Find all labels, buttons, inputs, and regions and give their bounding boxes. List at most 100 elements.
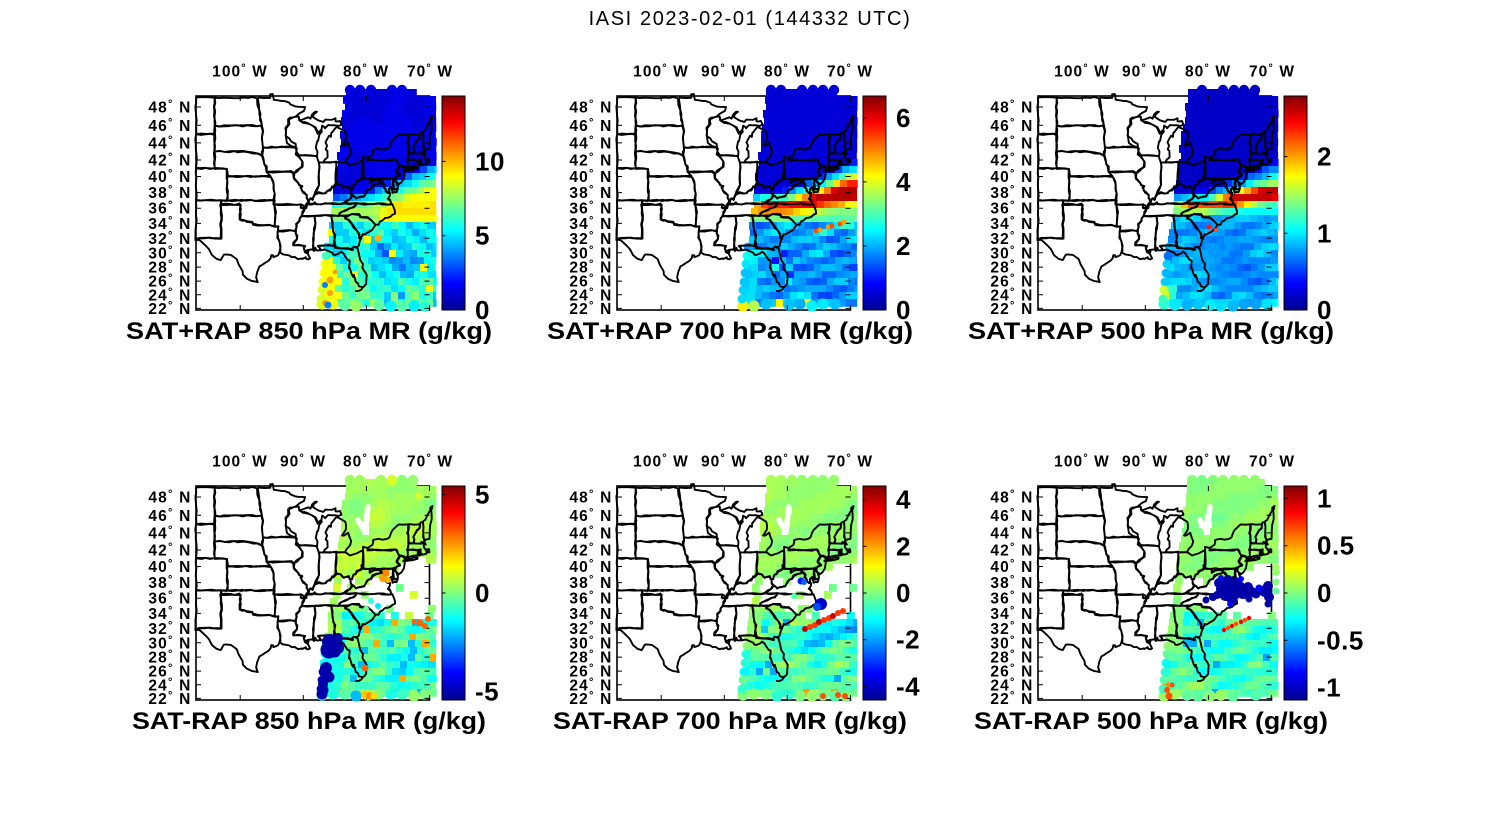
svg-text:1: 1 (1317, 218, 1332, 248)
svg-text:-5: -5 (475, 677, 499, 707)
svg-text:80° W: 80° W (1185, 63, 1231, 81)
svg-text:36° N: 36° N (569, 590, 612, 608)
svg-text:38° N: 38° N (569, 184, 612, 202)
svg-text:100° W: 100° W (212, 453, 268, 471)
svg-text:24° N: 24° N (990, 676, 1033, 694)
svg-text:34° N: 34° N (990, 605, 1033, 623)
svg-text:24° N: 24° N (148, 286, 191, 304)
svg-text:44° N: 44° N (148, 134, 191, 152)
svg-text:-4: -4 (896, 671, 920, 701)
svg-text:42° N: 42° N (148, 152, 191, 170)
svg-text:0: 0 (1317, 578, 1332, 608)
svg-text:70° W: 70° W (407, 63, 453, 81)
svg-text:44° N: 44° N (569, 134, 612, 152)
svg-text:40° N: 40° N (990, 558, 1033, 576)
svg-text:42° N: 42° N (990, 542, 1033, 560)
svg-text:22° N: 22° N (990, 300, 1033, 318)
svg-text:100° W: 100° W (212, 63, 268, 81)
svg-text:100° W: 100° W (633, 453, 689, 471)
svg-text:46° N: 46° N (148, 117, 191, 135)
svg-text:4: 4 (896, 167, 911, 197)
svg-text:30° N: 30° N (569, 244, 612, 262)
svg-text:40° N: 40° N (569, 168, 612, 186)
svg-text:-0.5: -0.5 (1317, 625, 1364, 655)
svg-text:6: 6 (896, 103, 911, 133)
svg-text:0: 0 (1317, 295, 1332, 325)
svg-text:40° N: 40° N (148, 168, 191, 186)
svg-text:22° N: 22° N (569, 300, 612, 318)
svg-text:90° W: 90° W (1122, 453, 1168, 471)
svg-text:34° N: 34° N (148, 605, 191, 623)
svg-text:40° N: 40° N (148, 558, 191, 576)
svg-text:22° N: 22° N (569, 690, 612, 708)
svg-text:46° N: 46° N (990, 117, 1033, 135)
svg-text:90° W: 90° W (280, 63, 326, 81)
svg-text:24° N: 24° N (148, 676, 191, 694)
svg-text:-1: -1 (1317, 673, 1341, 703)
svg-text:46° N: 46° N (569, 117, 612, 135)
svg-text:42° N: 42° N (990, 152, 1033, 170)
svg-text:80° W: 80° W (764, 63, 810, 81)
svg-text:36° N: 36° N (569, 200, 612, 218)
svg-text:42° N: 42° N (569, 152, 612, 170)
svg-text:70° W: 70° W (1249, 63, 1295, 81)
svg-text:32° N: 32° N (569, 620, 612, 638)
svg-text:80° W: 80° W (1185, 453, 1231, 471)
svg-text:0: 0 (896, 578, 911, 608)
svg-text:46° N: 46° N (990, 507, 1033, 525)
svg-text:28° N: 28° N (148, 259, 191, 277)
svg-text:48° N: 48° N (990, 99, 1033, 117)
svg-text:SAT+RAP 700 hPa MR (g/kg): SAT+RAP 700 hPa MR (g/kg) (547, 318, 913, 345)
svg-text:28° N: 28° N (990, 649, 1033, 667)
svg-text:44° N: 44° N (148, 524, 191, 542)
svg-text:28° N: 28° N (990, 259, 1033, 277)
svg-text:42° N: 42° N (148, 542, 191, 560)
svg-text:36° N: 36° N (990, 590, 1033, 608)
svg-text:38° N: 38° N (148, 184, 191, 202)
svg-text:5: 5 (475, 221, 490, 251)
svg-text:0: 0 (475, 295, 490, 325)
svg-text:30° N: 30° N (148, 244, 191, 262)
svg-text:36° N: 36° N (148, 200, 191, 218)
svg-text:22° N: 22° N (990, 690, 1033, 708)
svg-text:26° N: 26° N (569, 273, 612, 291)
svg-text:100° W: 100° W (1054, 63, 1110, 81)
svg-text:22° N: 22° N (148, 690, 191, 708)
svg-text:1: 1 (1317, 483, 1332, 513)
svg-text:30° N: 30° N (990, 244, 1033, 262)
svg-text:48° N: 48° N (148, 489, 191, 507)
svg-text:70° W: 70° W (1249, 453, 1295, 471)
svg-text:24° N: 24° N (569, 286, 612, 304)
svg-text:2: 2 (896, 531, 911, 561)
svg-text:5: 5 (475, 480, 490, 510)
svg-text:0: 0 (896, 295, 911, 325)
svg-text:48° N: 48° N (569, 99, 612, 117)
svg-text:28° N: 28° N (569, 259, 612, 277)
svg-text:32° N: 32° N (569, 230, 612, 248)
svg-text:26° N: 26° N (569, 663, 612, 681)
svg-text:32° N: 32° N (148, 620, 191, 638)
svg-text:32° N: 32° N (990, 620, 1033, 638)
svg-text:0.5: 0.5 (1317, 531, 1355, 561)
svg-text:38° N: 38° N (990, 184, 1033, 202)
svg-text:70° W: 70° W (407, 453, 453, 471)
svg-text:28° N: 28° N (569, 649, 612, 667)
svg-text:30° N: 30° N (148, 634, 191, 652)
svg-text:SAT+RAP 850 hPa MR (g/kg): SAT+RAP 850 hPa MR (g/kg) (126, 318, 492, 345)
svg-text:100° W: 100° W (633, 63, 689, 81)
svg-text:90° W: 90° W (1122, 63, 1168, 81)
svg-text:SAT-RAP 500 hPa MR (g/kg): SAT-RAP 500 hPa MR (g/kg) (974, 708, 1328, 735)
svg-text:26° N: 26° N (990, 273, 1033, 291)
svg-text:32° N: 32° N (148, 230, 191, 248)
svg-text:80° W: 80° W (764, 453, 810, 471)
svg-text:90° W: 90° W (701, 453, 747, 471)
svg-text:32° N: 32° N (990, 230, 1033, 248)
svg-text:IASI 2023-02-01 (144332 UTC): IASI 2023-02-01 (144332 UTC) (589, 8, 912, 30)
svg-text:24° N: 24° N (569, 676, 612, 694)
svg-text:34° N: 34° N (569, 215, 612, 233)
svg-text:46° N: 46° N (569, 507, 612, 525)
svg-text:90° W: 90° W (280, 453, 326, 471)
svg-text:22° N: 22° N (148, 300, 191, 318)
svg-text:48° N: 48° N (990, 489, 1033, 507)
svg-text:SAT-RAP 700 hPa MR (g/kg): SAT-RAP 700 hPa MR (g/kg) (553, 708, 907, 735)
